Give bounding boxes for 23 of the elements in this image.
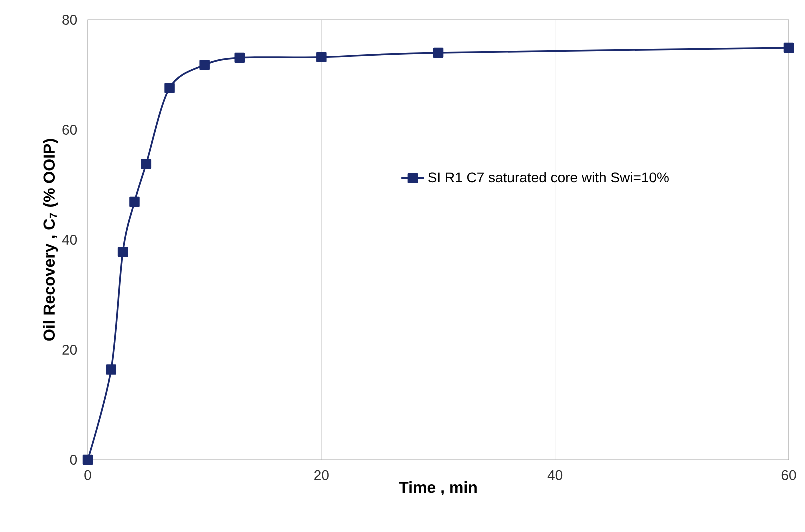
y-tick-label: 40 <box>62 235 78 245</box>
y-tick-label: 80 <box>62 15 78 25</box>
x-tick-label: 20 <box>314 470 329 480</box>
point <box>784 42 794 54</box>
x-axis-title: Time , min <box>399 481 477 496</box>
point <box>234 52 246 64</box>
point <box>164 83 175 94</box>
point <box>141 158 152 170</box>
point <box>433 48 444 58</box>
point <box>316 52 327 63</box>
x-tick-label: 60 <box>782 470 796 480</box>
x-tick-label: 40 <box>548 470 563 480</box>
y-axis-title: Oil Recovery , C$_{7}$ (% OOIP) <box>43 139 58 341</box>
legend-label: SI R1 C7 saturated core with Swi=10% <box>428 172 669 183</box>
point <box>200 60 210 70</box>
y-tick-label: 0 <box>70 455 78 465</box>
point <box>118 246 128 258</box>
x-tick-label: 0 <box>84 470 92 480</box>
point <box>106 364 117 375</box>
y-tick-label: 60 <box>62 125 78 135</box>
point <box>130 196 140 208</box>
point <box>82 454 94 466</box>
y-tick-label: 20 <box>62 345 78 355</box>
